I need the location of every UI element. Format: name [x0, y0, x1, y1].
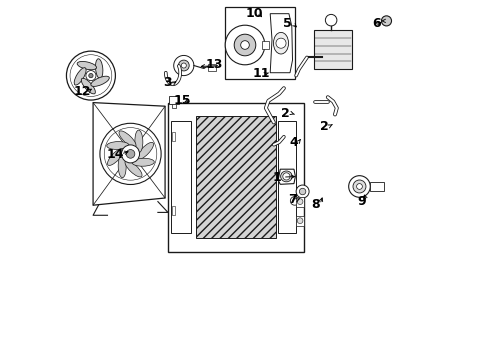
Circle shape [297, 218, 303, 224]
Circle shape [353, 180, 366, 193]
Text: 10: 10 [245, 7, 263, 20]
Bar [262, 41, 269, 49]
Ellipse shape [107, 148, 124, 166]
Text: 9: 9 [358, 195, 367, 208]
Ellipse shape [281, 171, 292, 182]
Circle shape [357, 184, 363, 189]
Ellipse shape [119, 131, 136, 147]
Bar [196, 116, 275, 238]
Polygon shape [93, 103, 165, 205]
Text: 12: 12 [74, 85, 91, 98]
Bar [208, 64, 216, 71]
Circle shape [349, 176, 370, 197]
Text: 13: 13 [206, 58, 223, 71]
Text: 1: 1 [272, 171, 281, 184]
Text: 15: 15 [173, 94, 191, 107]
Ellipse shape [91, 76, 109, 86]
Bar [171, 121, 191, 233]
Circle shape [291, 197, 299, 205]
Bar [168, 103, 304, 252]
Ellipse shape [135, 130, 143, 152]
Circle shape [86, 71, 96, 81]
Bar [370, 182, 384, 191]
Ellipse shape [273, 32, 289, 54]
Bar [314, 30, 352, 69]
Ellipse shape [132, 158, 154, 166]
Ellipse shape [77, 62, 97, 70]
Ellipse shape [81, 78, 96, 94]
Text: 6: 6 [372, 17, 381, 30]
Circle shape [181, 63, 186, 68]
Polygon shape [278, 169, 295, 184]
Circle shape [296, 185, 309, 198]
Text: 5: 5 [283, 17, 292, 30]
Ellipse shape [118, 156, 126, 177]
Circle shape [89, 73, 93, 78]
Bar [170, 96, 179, 104]
Polygon shape [270, 14, 293, 73]
Bar [172, 132, 175, 141]
Circle shape [299, 188, 306, 195]
Circle shape [67, 51, 116, 100]
Text: 2: 2 [320, 120, 329, 132]
Circle shape [126, 150, 135, 158]
Ellipse shape [125, 161, 142, 177]
Circle shape [381, 16, 392, 26]
Ellipse shape [107, 141, 129, 149]
Circle shape [276, 38, 286, 48]
Text: 11: 11 [252, 67, 270, 80]
Circle shape [122, 145, 140, 163]
Bar [172, 104, 176, 108]
Bar [296, 197, 304, 207]
Circle shape [178, 60, 189, 71]
Circle shape [234, 34, 256, 56]
Ellipse shape [137, 142, 153, 159]
Circle shape [325, 14, 337, 26]
Circle shape [297, 199, 303, 204]
Text: 8: 8 [311, 198, 319, 211]
Circle shape [225, 25, 265, 65]
Text: 2: 2 [281, 107, 290, 120]
Bar [278, 121, 296, 233]
Ellipse shape [74, 68, 86, 85]
Ellipse shape [96, 59, 103, 78]
Text: 4: 4 [289, 136, 298, 149]
Bar [172, 206, 175, 215]
Circle shape [283, 173, 290, 180]
Circle shape [174, 55, 194, 76]
Circle shape [241, 41, 249, 49]
Text: 7: 7 [288, 193, 297, 206]
Text: 14: 14 [107, 148, 124, 161]
Bar [225, 7, 295, 79]
Text: 3: 3 [163, 76, 172, 89]
Bar [296, 216, 304, 226]
